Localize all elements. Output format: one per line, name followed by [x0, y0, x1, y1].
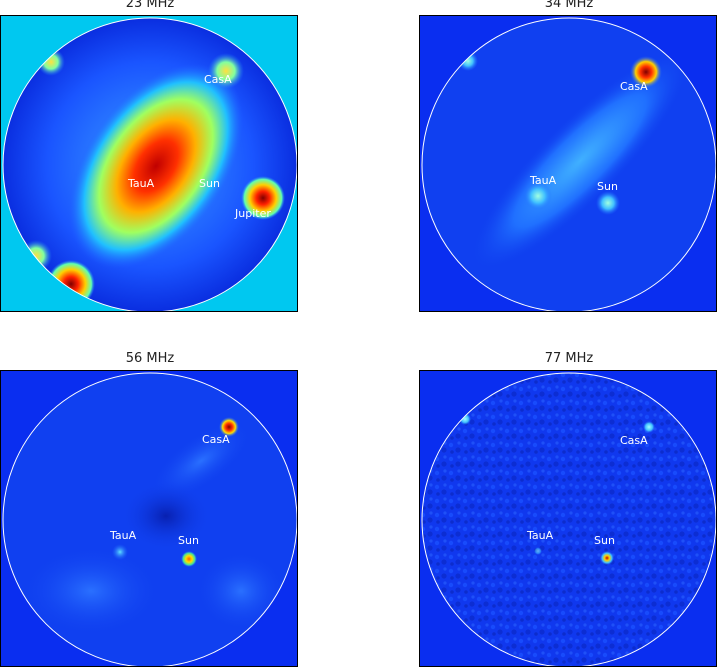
label-taua: TauA: [527, 529, 554, 542]
label-taua: TauA: [530, 174, 557, 187]
sky-map-image: CasA TauA Sun Jupiter: [0, 15, 298, 312]
label-jupiter: Jupiter: [235, 207, 271, 220]
label-casa: CasA: [620, 434, 648, 447]
label-taua: TauA: [110, 529, 137, 542]
label-sun: Sun: [594, 534, 615, 547]
panel-title: 56 MHz: [125, 351, 175, 366]
panel-77mhz: 77 MHz: [419, 351, 719, 669]
panel-title: 77 MHz: [544, 351, 594, 366]
label-casa: CasA: [202, 433, 230, 446]
sky-map-image: CasA TauA Sun: [0, 370, 298, 667]
panel-23mhz: 23 MHz: [0, 0, 300, 315]
label-casa: CasA: [204, 73, 232, 86]
sky-map-image: CasA TauA Sun: [419, 15, 717, 312]
label-sun: Sun: [199, 177, 220, 190]
label-sun: Sun: [178, 534, 199, 547]
label-sun: Sun: [597, 180, 618, 193]
panel-title: 34 MHz: [544, 0, 594, 11]
panel-34mhz: 34 MHz: [419, 0, 719, 315]
panel-title: 23 MHz: [125, 0, 175, 11]
panel-56mhz: 56 MHz: [0, 351, 300, 669]
sky-map-image: CasA TauA Sun: [419, 370, 717, 667]
label-taua: TauA: [128, 177, 155, 190]
label-casa: CasA: [620, 80, 648, 93]
